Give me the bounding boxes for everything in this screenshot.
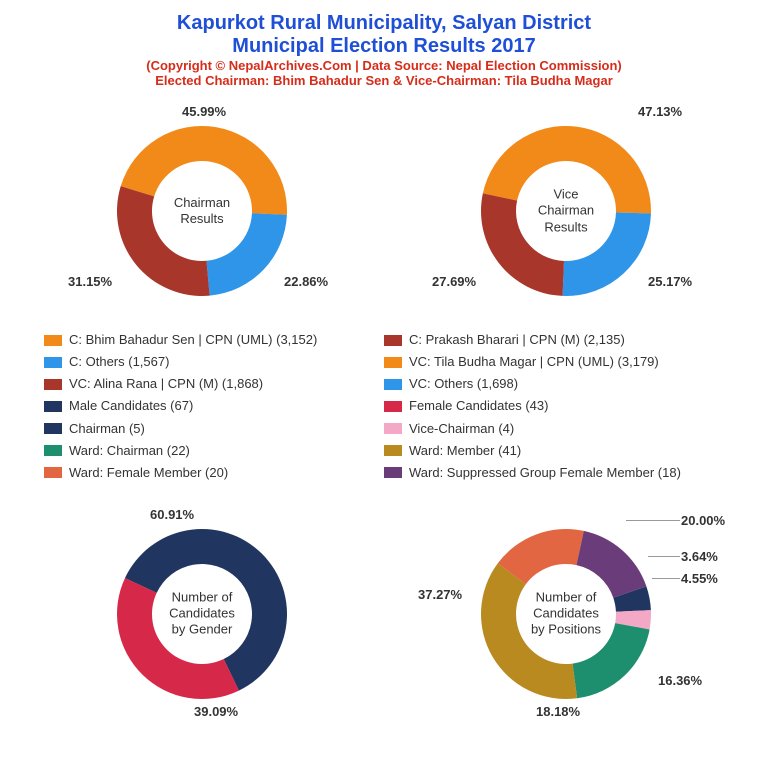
percent-label: 37.27%: [418, 587, 462, 602]
legend-swatch: [44, 357, 62, 368]
legend-label: C: Others (1,567): [69, 352, 169, 372]
percent-label: 60.91%: [150, 507, 194, 522]
percent-label: 25.17%: [648, 274, 692, 289]
legend-item: C: Bhim Bahadur Sen | CPN (UML) (3,152): [44, 330, 384, 350]
title-line-1: Kapurkot Rural Municipality, Salyan Dist…: [20, 12, 748, 35]
legend-item: Female Candidates (43): [384, 396, 724, 416]
top-charts-row: ChairmanResults 45.99% 22.86% 31.15% ViceCh…: [20, 106, 748, 316]
legend-swatch: [44, 379, 62, 390]
legend-label: Ward: Member (41): [409, 441, 521, 461]
legend-swatch: [384, 335, 402, 346]
legend-label: Chairman (5): [69, 419, 145, 439]
bottom-charts-row: Number ofCandidatesby Gender 60.91% 39.09%…: [20, 509, 748, 719]
legend-item: VC: Tila Budha Magar | CPN (UML) (3,179): [384, 352, 724, 372]
percent-label: 39.09%: [194, 704, 238, 719]
percent-label: 27.69%: [432, 274, 476, 289]
donut-center-label: ViceChairmanResults: [521, 187, 611, 236]
legend-swatch: [44, 423, 62, 434]
donut-slice: [576, 531, 646, 598]
candidates-by-position-chart: Number ofCandidatesby Positions 4.55% 3.64…: [406, 509, 726, 719]
legend-right-column: C: Prakash Bharari | CPN (M) (2,135)VC: …: [384, 330, 724, 485]
leader-line: [626, 520, 680, 521]
legend-item: Ward: Suppressed Group Female Member (18…: [384, 463, 724, 483]
legend-item: Ward: Chairman (22): [44, 441, 384, 461]
leader-line: [648, 556, 680, 557]
chairman-results-chart: ChairmanResults 45.99% 22.86% 31.15%: [42, 106, 362, 316]
percent-label: 47.13%: [638, 104, 682, 119]
page-title: Kapurkot Rural Municipality, Salyan Dist…: [20, 12, 748, 58]
legend-label: Female Candidates (43): [409, 396, 548, 416]
legend-label: C: Prakash Bharari | CPN (M) (2,135): [409, 330, 625, 350]
legend-swatch: [44, 445, 62, 456]
legend-swatch: [44, 401, 62, 412]
percent-label: 31.15%: [68, 274, 112, 289]
legend-label: Ward: Female Member (20): [69, 463, 228, 483]
legend-label: Ward: Suppressed Group Female Member (18…: [409, 463, 681, 483]
percent-label: 22.86%: [284, 274, 328, 289]
donut-center-label: Number ofCandidatesby Gender: [157, 590, 247, 639]
legend-label: VC: Others (1,698): [409, 374, 518, 394]
copyright-text: (Copyright © NepalArchives.Com | Data So…: [20, 58, 748, 73]
legend-label: C: Bhim Bahadur Sen | CPN (UML) (3,152): [69, 330, 317, 350]
legend-swatch: [44, 335, 62, 346]
legend-block: C: Bhim Bahadur Sen | CPN (UML) (3,152)C…: [20, 316, 748, 491]
donut-center-label: ChairmanResults: [157, 195, 247, 228]
percent-label: 3.64%: [681, 549, 718, 564]
legend-swatch: [384, 401, 402, 412]
legend-item: Chairman (5): [44, 419, 384, 439]
percent-label: 16.36%: [658, 673, 702, 688]
legend-swatch: [384, 445, 402, 456]
legend-label: VC: Alina Rana | CPN (M) (1,868): [69, 374, 263, 394]
legend-item: C: Prakash Bharari | CPN (M) (2,135): [384, 330, 724, 350]
page-container: Kapurkot Rural Municipality, Salyan Dist…: [0, 0, 768, 768]
donut-center-label: Number ofCandidatesby Positions: [521, 590, 611, 639]
legend-label: Male Candidates (67): [69, 396, 193, 416]
percent-label: 20.00%: [681, 513, 725, 528]
legend-item: Vice-Chairman (4): [384, 419, 724, 439]
legend-item: Ward: Female Member (20): [44, 463, 384, 483]
legend-left-column: C: Bhim Bahadur Sen | CPN (UML) (3,152)C…: [44, 330, 384, 485]
legend-swatch: [384, 423, 402, 434]
legend-swatch: [44, 467, 62, 478]
legend-item: C: Others (1,567): [44, 352, 384, 372]
legend-swatch: [384, 357, 402, 368]
vice-chairman-results-chart: ViceChairmanResults 47.13% 25.17% 27.69%: [406, 106, 726, 316]
legend-item: Ward: Member (41): [384, 441, 724, 461]
legend-item: Male Candidates (67): [44, 396, 384, 416]
legend-label: Ward: Chairman (22): [69, 441, 190, 461]
legend-swatch: [384, 379, 402, 390]
legend-item: VC: Others (1,698): [384, 374, 724, 394]
elected-text: Elected Chairman: Bhim Bahadur Sen & Vic…: [20, 73, 748, 88]
title-line-2: Municipal Election Results 2017: [20, 35, 748, 58]
percent-label: 18.18%: [536, 704, 580, 719]
legend-label: Vice-Chairman (4): [409, 419, 514, 439]
legend-swatch: [384, 467, 402, 478]
leader-line: [652, 578, 680, 579]
legend-item: VC: Alina Rana | CPN (M) (1,868): [44, 374, 384, 394]
legend-label: VC: Tila Budha Magar | CPN (UML) (3,179): [409, 352, 659, 372]
percent-label: 4.55%: [681, 571, 718, 586]
percent-label: 45.99%: [182, 104, 226, 119]
candidates-by-gender-chart: Number ofCandidatesby Gender 60.91% 39.09%: [42, 509, 362, 719]
